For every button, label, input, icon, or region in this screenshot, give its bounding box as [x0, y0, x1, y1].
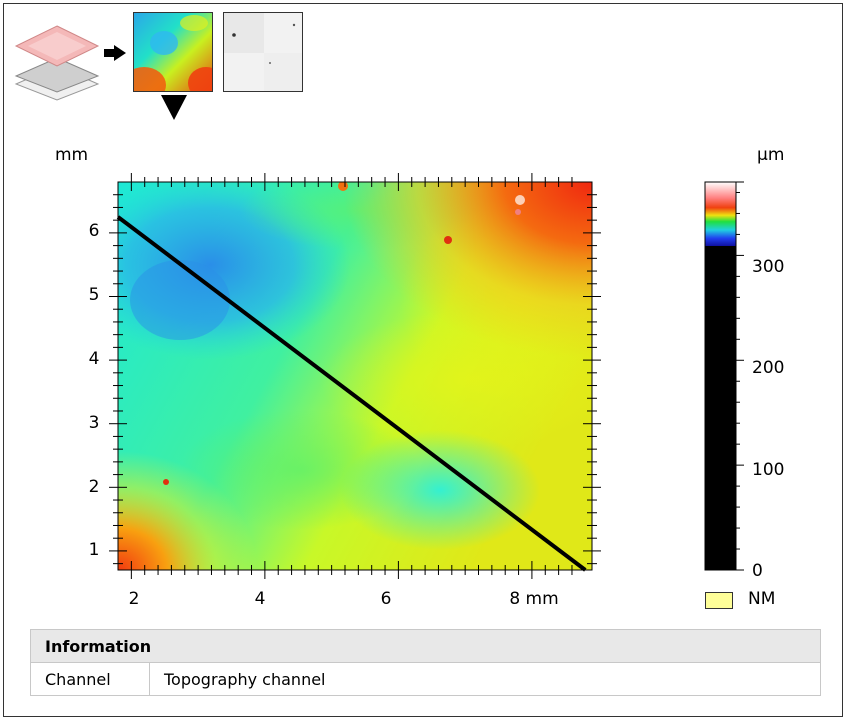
- information-header: Information: [30, 629, 821, 663]
- table-row: Channel Topography channel: [30, 662, 821, 696]
- nm-label: NM: [748, 589, 776, 609]
- colorbar-unit: µm: [757, 145, 785, 165]
- colorbar: 0 100 200 300: [704, 181, 784, 581]
- colorbar-tick-label: 100: [752, 460, 784, 480]
- x-tick-label: 8 mm: [509, 589, 558, 609]
- x-tick-label: 4: [255, 589, 266, 609]
- y-tick-label: 6: [89, 221, 100, 241]
- y-tick-label: 1: [89, 540, 100, 560]
- y-tick-label: 4: [89, 349, 100, 369]
- colorbar-tick-label: 0: [752, 561, 763, 581]
- nm-swatch: [705, 592, 733, 609]
- triangle-down-icon: [161, 95, 187, 120]
- info-value: Topography channel: [149, 662, 821, 696]
- x-axis-ticks: [130, 173, 573, 579]
- information-table: Information Channel Topography channel: [30, 629, 821, 696]
- plot-frame: [117, 181, 593, 571]
- x-tick-label: 6: [381, 589, 392, 609]
- height-map: [118, 182, 592, 570]
- arrow-right-icon: [104, 45, 126, 61]
- y-tick-label: 2: [89, 477, 100, 497]
- colorbar-tick-label: 300: [752, 257, 784, 277]
- layer-stack-icon: [14, 25, 100, 101]
- y-axis-unit: mm: [55, 145, 89, 165]
- y-tick-label: 3: [89, 413, 100, 433]
- y-tick-label: 5: [89, 285, 100, 305]
- y-axis-ticks: [109, 194, 601, 565]
- colorbar-tick-label: 200: [752, 358, 784, 378]
- x-tick-label: 2: [129, 589, 140, 609]
- intensity-thumbnail[interactable]: [223, 12, 303, 92]
- info-key: Channel: [30, 662, 150, 696]
- topography-thumbnail[interactable]: [133, 12, 213, 92]
- profile-line[interactable]: [116, 215, 587, 572]
